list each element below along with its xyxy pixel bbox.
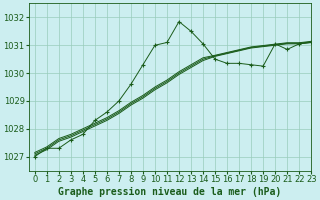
X-axis label: Graphe pression niveau de la mer (hPa): Graphe pression niveau de la mer (hPa) (58, 186, 282, 197)
